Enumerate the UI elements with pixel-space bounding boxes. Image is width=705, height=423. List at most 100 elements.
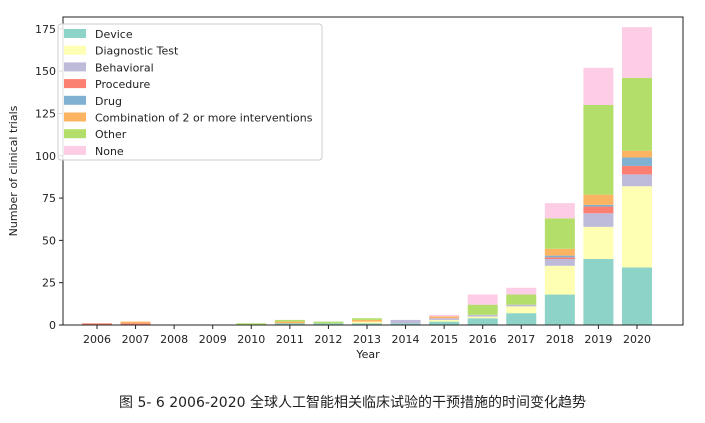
y-tick-label: 125 xyxy=(35,107,56,120)
bar-segment-2019-other xyxy=(583,105,614,195)
bar-segment-2020-device xyxy=(621,267,652,325)
x-tick-label: 2007 xyxy=(122,333,150,346)
bar-segment-2020-other xyxy=(621,77,652,151)
bar-segment-2014-device xyxy=(390,323,421,325)
bar-segment-2020-diagnostic-test xyxy=(621,186,652,268)
bar-segment-2020-drug xyxy=(621,157,652,166)
legend-swatch xyxy=(64,95,86,105)
bar-segment-2015-diagnostic-test xyxy=(429,319,460,322)
bar-segment-2019-procedure xyxy=(583,206,614,214)
bar-segment-2016-none xyxy=(467,294,498,305)
y-tick-label: 75 xyxy=(42,192,56,205)
legend-label: Other xyxy=(95,128,127,141)
legend-box xyxy=(57,23,323,161)
bar-segment-2016-other xyxy=(467,304,498,315)
bar-segment-2017-none xyxy=(506,287,537,295)
bar-segment-2007-procedure xyxy=(120,323,151,325)
bar-segment-2016-device xyxy=(467,318,498,325)
legend-swatch xyxy=(64,129,86,139)
bar-segment-2007-combination-of-2-or-more-interventions xyxy=(120,321,151,324)
bar-segment-2018-none xyxy=(544,203,575,219)
legend-swatch xyxy=(64,45,86,55)
legend-label: Behavioral xyxy=(95,61,154,74)
bar-segment-2016-behavioral xyxy=(467,314,498,317)
figure-caption: 图 5- 6 2006-2020 全球人工智能相关临床试验的干预措施的时间变化趋… xyxy=(119,395,586,411)
bar-segment-2019-diagnostic-test xyxy=(583,226,614,259)
y-axis: 0 25 50 75 100 125 150 175 xyxy=(35,23,63,332)
x-tick-label: 2012 xyxy=(314,333,342,346)
legend-swatch xyxy=(64,79,86,89)
bar-segment-2012-device xyxy=(313,323,344,325)
x-tick-label: 2014 xyxy=(392,333,420,346)
x-tick-label: 2010 xyxy=(237,333,265,346)
x-tick-label: 2019 xyxy=(584,333,612,346)
bar-segment-2017-behavioral xyxy=(506,304,537,307)
x-tick-label: 2013 xyxy=(353,333,381,346)
x-tick-label: 2018 xyxy=(546,333,574,346)
legend-label: None xyxy=(95,145,124,158)
bar-segment-2019-none xyxy=(583,67,614,105)
x-tick-label: 2009 xyxy=(199,333,227,346)
stacked-bar-chart: 0 25 50 75 100 125 150 175 2006 2007 2008 2009 2010… xyxy=(7,16,684,361)
legend-label: Device xyxy=(95,28,133,41)
y-tick-label: 50 xyxy=(42,234,56,247)
bar-segment-2006-procedure xyxy=(82,323,112,325)
bar-segment-2018-diagnostic-test xyxy=(544,265,575,295)
x-tick-label: 2006 xyxy=(83,333,111,346)
x-tick-label: 2011 xyxy=(276,333,304,346)
x-axis-label: Year xyxy=(355,348,380,361)
bar-segment-2015-behavioral xyxy=(429,318,460,320)
bar-segment-2018-other xyxy=(544,218,575,249)
x-axis: 2006 2007 2008 2009 2010 2011 2012 2013 2014 2015… xyxy=(83,325,651,346)
bar-segment-2019-behavioral xyxy=(583,213,614,227)
y-tick-label: 0 xyxy=(49,319,56,332)
bar-segment-2011-other xyxy=(274,319,305,322)
y-tick-label: 150 xyxy=(35,65,56,78)
bar-segment-2018-device xyxy=(544,294,575,325)
x-tick-label: 2016 xyxy=(469,333,497,346)
bar-segment-2013-combination-of-2-or-more-interventions xyxy=(351,319,382,322)
x-tick-label: 2020 xyxy=(623,333,651,346)
bar-segment-2013-other xyxy=(351,318,382,320)
bar-segment-2018-procedure xyxy=(544,257,575,259)
legend: Device Diagnostic Test Behavioral Procedure… xyxy=(57,23,323,161)
bar-segment-2013-diagnostic-test xyxy=(351,321,382,324)
bar-segment-2015-combination-of-2-or-more-interventions xyxy=(429,316,460,319)
bar-segment-2019-drug xyxy=(583,204,614,207)
legend-label: Diagnostic Test xyxy=(95,45,179,58)
bar-segment-2012-other xyxy=(313,321,344,324)
y-tick-label: 100 xyxy=(35,150,56,163)
plot-frame xyxy=(62,16,684,326)
bar-segment-2017-other xyxy=(506,294,537,305)
y-axis-label: Number of clinical trials xyxy=(7,105,20,236)
bar-segment-2015-device xyxy=(429,321,460,325)
bar-segment-2010-other xyxy=(236,323,267,325)
bar-segment-2018-drug xyxy=(544,255,575,258)
bar-segment-2020-none xyxy=(621,27,652,78)
bar-segment-2016-diagnostic-test xyxy=(467,316,498,319)
legend-swatch xyxy=(64,62,86,72)
bar-segment-2013-device xyxy=(351,323,382,325)
bar-segment-2014-behavioral xyxy=(390,319,421,324)
bar-segment-2011-combination-of-2-or-more-interventions xyxy=(274,321,305,324)
bar-segment-2020-behavioral xyxy=(621,174,652,187)
bar-segment-2019-combination-of-2-or-more-interventions xyxy=(583,194,614,205)
legend-label: Combination of 2 or more interventions xyxy=(95,112,313,125)
bar-segment-2018-combination-of-2-or-more-interventions xyxy=(544,248,575,256)
bar-segment-2017-device xyxy=(506,313,537,325)
legend-label: Drug xyxy=(95,95,122,108)
bar-segment-2011-device xyxy=(274,323,305,325)
legend-swatch xyxy=(64,29,86,38)
x-tick-label: 2008 xyxy=(160,333,188,346)
bar-segment-2015-none xyxy=(429,314,460,317)
bar-segment-2019-device xyxy=(583,259,614,325)
y-tick-label: 25 xyxy=(42,277,56,290)
legend-swatch xyxy=(64,112,86,122)
x-tick-label: 2017 xyxy=(507,333,535,346)
bar-segment-2020-combination-of-2-or-more-interventions xyxy=(621,150,652,158)
legend-swatch xyxy=(64,145,86,155)
x-tick-label: 2015 xyxy=(430,333,458,346)
bar-segment-2017-diagnostic-test xyxy=(506,306,537,314)
bar-segment-2018-behavioral xyxy=(544,259,575,266)
legend-label: Procedure xyxy=(95,78,151,91)
